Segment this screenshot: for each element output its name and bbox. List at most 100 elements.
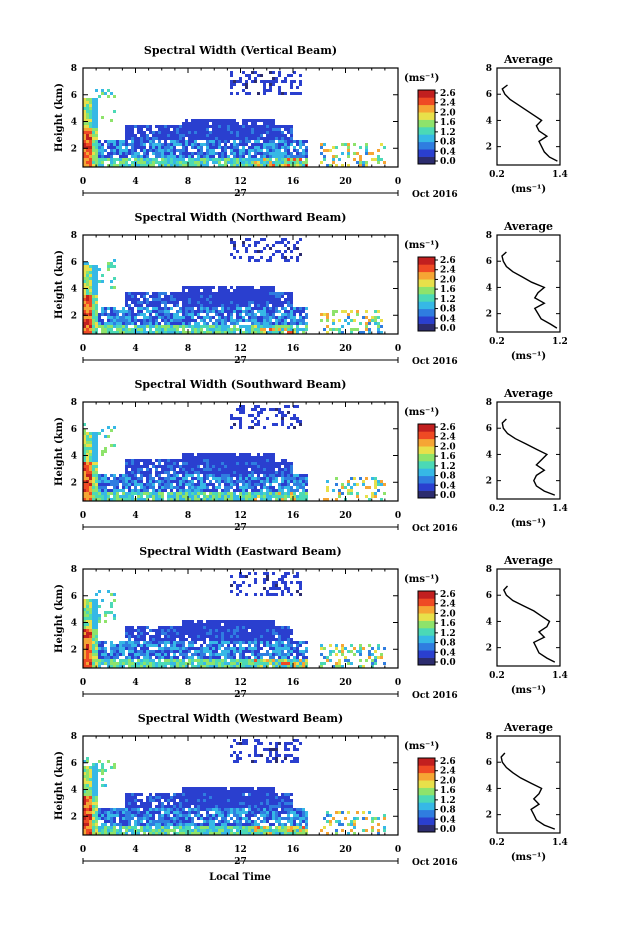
- heatmap-cell: [134, 462, 137, 465]
- heatmap-cell: [209, 331, 212, 334]
- y-tick-label: 2: [71, 645, 77, 655]
- heatmap-cell: [89, 662, 92, 665]
- heatmap-cell: [272, 453, 275, 456]
- heatmap-cell: [176, 125, 179, 128]
- heatmap-cell: [110, 280, 113, 283]
- heatmap-cell: [287, 629, 290, 632]
- heatmap-cell: [104, 322, 107, 325]
- heatmap-cell: [89, 465, 92, 468]
- heatmap-cell: [155, 653, 158, 656]
- heatmap-cell: [167, 498, 170, 501]
- heatmap-cell: [191, 629, 194, 632]
- heatmap-cell: [287, 74, 290, 77]
- heatmap-cell: [104, 492, 107, 495]
- heatmap-cell: [161, 155, 164, 158]
- heatmap-cell: [149, 471, 152, 474]
- average-y-tick-label: 8: [486, 398, 492, 408]
- heatmap-cell: [206, 322, 209, 325]
- y-tick-label: 2: [71, 311, 77, 321]
- heatmap-cell: [194, 471, 197, 474]
- heatmap-cell: [245, 593, 248, 596]
- heatmap-cell: [206, 462, 209, 465]
- heatmap-cell: [89, 480, 92, 483]
- heatmap-cell: [329, 653, 332, 656]
- heatmap-cell: [281, 486, 284, 489]
- heatmap-cell: [254, 241, 257, 244]
- heatmap-cell: [92, 292, 95, 295]
- heatmap-cell: [215, 298, 218, 301]
- heatmap-cell: [236, 474, 239, 477]
- heatmap-cell: [275, 304, 278, 307]
- heatmap-cell: [266, 259, 269, 262]
- heatmap-cell: [101, 274, 104, 277]
- heatmap-cell: [185, 131, 188, 134]
- heatmap-cell: [119, 665, 122, 668]
- heatmap-cell: [203, 477, 206, 480]
- heatmap-cell: [293, 310, 296, 313]
- heatmap-cell: [272, 322, 275, 325]
- heatmap-cell: [188, 158, 191, 161]
- heatmap-cell: [221, 474, 224, 477]
- heatmap-cell: [236, 250, 239, 253]
- heatmap-cell: [215, 632, 218, 635]
- heatmap-cell: [239, 319, 242, 322]
- heatmap-cell: [269, 131, 272, 134]
- heatmap-cell: [101, 650, 104, 653]
- heatmap-cell: [284, 140, 287, 143]
- heatmap-cell: [302, 316, 305, 319]
- heatmap-cell: [146, 316, 149, 319]
- heatmap-cell: [281, 578, 284, 581]
- heatmap-cell: [233, 80, 236, 83]
- heatmap-cell: [287, 325, 290, 328]
- heatmap-cell: [173, 465, 176, 468]
- heatmap-cell: [176, 158, 179, 161]
- heatmap-cell: [287, 313, 290, 316]
- heatmap-cell: [224, 325, 227, 328]
- heatmap-cell: [353, 328, 356, 331]
- heatmap-cell: [110, 313, 113, 316]
- heatmap-cell: [269, 319, 272, 322]
- heatmap-cell: [227, 471, 230, 474]
- heatmap-cell: [269, 71, 272, 74]
- heatmap-cell: [275, 316, 278, 319]
- heatmap-cell: [143, 331, 146, 334]
- heatmap-cell: [263, 286, 266, 289]
- heatmap-cell: [167, 146, 170, 149]
- heatmap-cell: [293, 659, 296, 662]
- heatmap-cell: [185, 480, 188, 483]
- heatmap-cell: [287, 635, 290, 638]
- heatmap-cell: [275, 408, 278, 411]
- heatmap-cell: [263, 662, 266, 665]
- heatmap-cell: [236, 298, 239, 301]
- heatmap-cell: [287, 328, 290, 331]
- heatmap-cell: [305, 474, 308, 477]
- heatmap-cell: [164, 149, 167, 152]
- heatmap-cell: [302, 662, 305, 665]
- heatmap-cell: [98, 322, 101, 325]
- heatmap-cell: [200, 620, 203, 623]
- heatmap-cell: [194, 328, 197, 331]
- heatmap-cell: [200, 152, 203, 155]
- heatmap-cell: [329, 328, 332, 331]
- heatmap-cell: [173, 158, 176, 161]
- heatmap-cell: [197, 298, 200, 301]
- heatmap-cell: [158, 498, 161, 501]
- heatmap-cell: [86, 313, 89, 316]
- heatmap-cell: [89, 107, 92, 110]
- heatmap-cell: [182, 125, 185, 128]
- heatmap-cell: [257, 304, 260, 307]
- heatmap-cell: [248, 641, 251, 644]
- heatmap-cell: [251, 137, 254, 140]
- heatmap-cell: [176, 626, 179, 629]
- heatmap-cell: [323, 155, 326, 158]
- heatmap-cell: [272, 581, 275, 584]
- heatmap-cell: [203, 316, 206, 319]
- x-tick-label: 20: [339, 344, 352, 354]
- heatmap-cell: [95, 629, 98, 632]
- heatmap-cell: [104, 650, 107, 653]
- heatmap-cell: [374, 316, 377, 319]
- heatmap-cell: [164, 322, 167, 325]
- heatmap-cell: [305, 322, 308, 325]
- heatmap-cell: [101, 653, 104, 656]
- heatmap-cell: [251, 495, 254, 498]
